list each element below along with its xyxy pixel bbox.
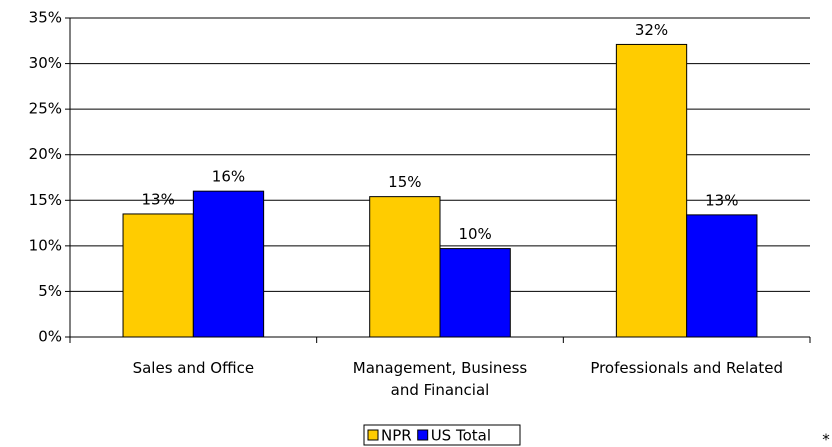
bar (686, 214, 758, 338)
bar (369, 196, 441, 338)
legend-label: US Total (431, 427, 491, 445)
data-label: 15% (388, 173, 421, 191)
y-tick-label: 15% (29, 191, 62, 209)
data-label: 16% (212, 168, 245, 186)
y-tick-label: 30% (29, 54, 62, 72)
y-tick-label: 35% (29, 9, 62, 27)
y-tick-label: 10% (29, 236, 62, 254)
y-tick-label: 25% (29, 100, 62, 118)
data-label: 13% (142, 190, 175, 208)
bar (122, 213, 194, 338)
y-tick-label: 0% (38, 328, 62, 346)
y-tick-label: 20% (29, 145, 62, 163)
annotation: * (822, 431, 830, 447)
data-label: 32% (635, 21, 668, 39)
x-tick-label: Sales and Office (132, 359, 255, 377)
bar (192, 190, 265, 338)
bar (439, 248, 511, 338)
bar (615, 43, 688, 338)
legend-label: NPR (381, 427, 412, 445)
data-label: 10% (458, 225, 491, 243)
data-label: 13% (705, 191, 738, 209)
y-tick-label: 5% (38, 282, 62, 300)
legend-swatch (417, 429, 429, 441)
x-tick-label: Management, Business and Financial (352, 359, 528, 399)
legend-box (363, 424, 521, 446)
x-tick-label: Professionals and Related (590, 359, 783, 377)
legend-swatch (367, 429, 379, 441)
